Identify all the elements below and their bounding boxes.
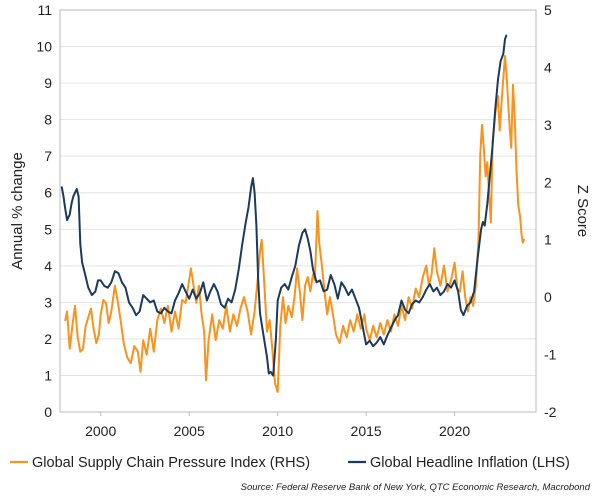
left-axis-ticks: 0 1 2 3 4 5 6 7 8 9 10 11 xyxy=(36,2,52,420)
x-tick-label: 2020 xyxy=(439,423,470,439)
right-tick-label: -1 xyxy=(544,347,557,363)
left-tick-label: 4 xyxy=(44,258,52,274)
legend-label-supply-chain: Global Supply Chain Pressure Index (RHS) xyxy=(32,455,310,471)
x-tick-label: 2005 xyxy=(174,423,205,439)
plot-frame xyxy=(59,9,537,413)
right-tick-label: 2 xyxy=(544,174,552,190)
x-tick-label: 2010 xyxy=(262,423,293,439)
legend-label-headline-inflation: Global Headline Inflation (LHS) xyxy=(370,455,570,471)
left-tick-label: 2 xyxy=(44,331,52,347)
right-axis-title: Z Score xyxy=(574,185,591,238)
left-axis-title: Annual % change xyxy=(9,152,26,270)
left-tick-label: 8 xyxy=(44,112,52,128)
x-axis-ticks: 2000 2005 2010 2015 2020 xyxy=(85,412,470,439)
right-tick-label: 4 xyxy=(544,59,552,75)
left-tick-label: 9 xyxy=(44,75,52,91)
series-line-headline-inflation xyxy=(60,34,508,377)
right-tick-label: -2 xyxy=(544,404,557,420)
right-axis-ticks: -2 -1 0 1 2 3 4 5 xyxy=(544,2,557,420)
left-tick-label: 10 xyxy=(36,39,52,55)
left-tick-label: 3 xyxy=(44,294,52,310)
left-tick-label: 6 xyxy=(44,185,52,201)
source-note: Source: Federal Reserve Bank of New York… xyxy=(241,482,591,493)
right-tick-label: 0 xyxy=(544,289,552,305)
right-tick-label: 3 xyxy=(544,117,552,133)
series-lines xyxy=(60,34,525,393)
right-tick-label: 1 xyxy=(544,232,552,248)
left-tick-label: 0 xyxy=(44,404,52,420)
left-tick-label: 5 xyxy=(44,221,52,237)
left-tick-label: 11 xyxy=(37,2,52,18)
right-tick-label: 5 xyxy=(544,2,552,18)
left-tick-label: 1 xyxy=(44,367,52,383)
x-tick-label: 2015 xyxy=(351,423,382,439)
series-line-supply-chain-pressure xyxy=(64,54,525,393)
gridlines xyxy=(60,46,536,376)
x-tick-label: 2000 xyxy=(85,423,116,439)
left-tick-label: 7 xyxy=(44,148,52,164)
legend: Global Supply Chain Pressure Index (RHS)… xyxy=(10,455,570,471)
